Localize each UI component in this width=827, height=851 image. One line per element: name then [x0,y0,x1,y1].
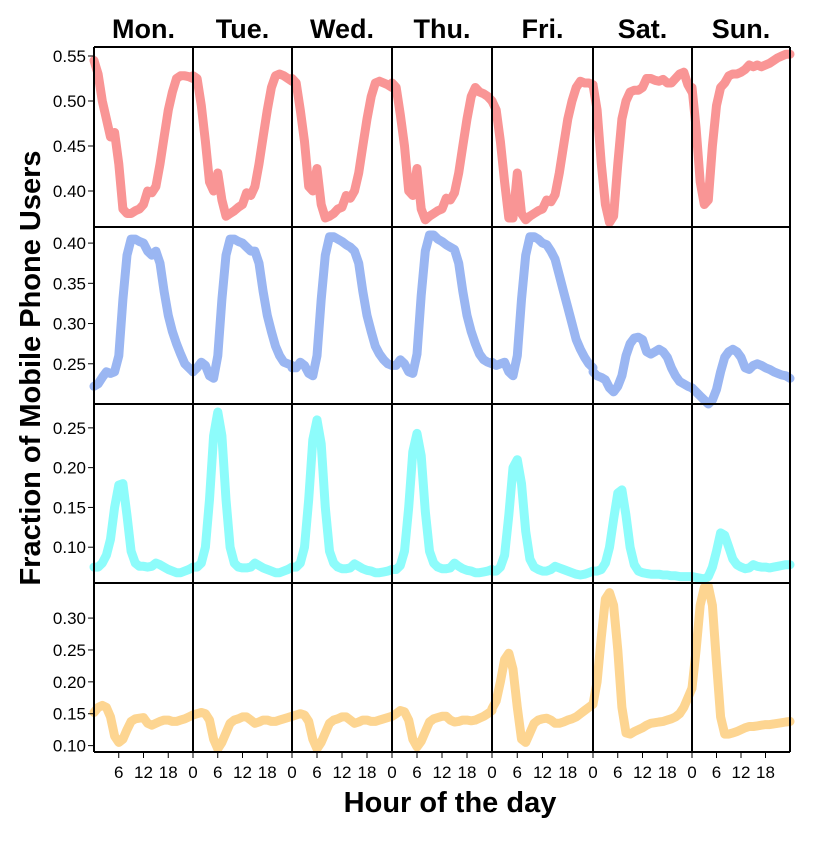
x-tick-label: 0 [287,763,296,782]
series-line-row4-tue [188,708,297,754]
series-curves-layer [89,49,795,754]
x-tick-label: 18 [159,763,178,782]
y-tick-label: 0.30 [53,609,86,628]
x-tick-label: 0 [188,763,197,782]
x-tick-label: 6 [213,763,222,782]
series-line-row2-tue [188,234,297,383]
series-line-row4-fri [487,648,598,747]
y-tick-label: 0.30 [53,315,86,334]
x-tick-label: 18 [258,763,277,782]
y-tick-label: 0.40 [53,234,86,253]
series-line-row1-fri [487,76,598,225]
series-line-row3-mon [89,479,198,578]
x-tick-label: 12 [333,763,352,782]
y-tick-label: 0.15 [53,705,86,724]
day-label-fri: Fri. [521,14,563,44]
series-line-row4-thu [387,706,497,752]
x-tick-label: 6 [412,763,421,782]
day-label-sun: Sun. [712,14,771,44]
y-tick-label: 0.15 [53,498,86,517]
series-line-row1-wed [287,74,397,223]
y-tick-label: 0.50 [53,92,86,111]
y-tick-label: 0.55 [53,47,86,66]
series-line-row2-sat [588,332,697,397]
x-tick-label: 12 [134,763,153,782]
y-tick-label: 0.25 [53,419,86,438]
series-line-row1-sat [588,67,697,227]
x-tick-label: 18 [458,763,477,782]
x-tick-label: 6 [114,763,123,782]
x-tick-label: 6 [613,763,622,782]
series-line-row4-wed [287,709,397,754]
day-label-tue: Tue. [216,14,270,44]
y-axis-title: Fraction of Mobile Phone Users [15,150,47,585]
x-tick-label: 18 [558,763,577,782]
series-line-row2-mon [89,234,198,391]
series-line-row3-fri [487,455,598,580]
series-line-row2-wed [287,232,397,381]
x-tick-label: 6 [513,763,522,782]
x-tick-label: 12 [433,763,452,782]
x-tick-label: 18 [658,763,677,782]
day-label-wed: Wed. [310,14,374,44]
y-tick-label: 0.20 [53,673,86,692]
series-line-row3-tue [188,407,297,578]
y-tick-label: 0.35 [53,274,86,293]
series-line-row3-wed [287,415,397,578]
x-tick-label: 18 [358,763,377,782]
y-tick-label: 0.10 [53,538,86,557]
series-line-row4-sat [588,588,697,739]
series-line-row4-mon [89,700,198,747]
panel-frames-layer [88,46,791,758]
labels-layer: 0.40 0.45 0.50 0.55 0.25 0.30 0.35 0.40 0.10 0.15… [53,14,775,782]
y-tick-label: 0.45 [53,137,86,156]
day-label-sat: Sat. [618,14,668,44]
series-line-row4-sun [687,581,795,739]
x-tick-label: 6 [312,763,321,782]
series-line-row2-thu [387,230,497,378]
series-line-row1-tue [188,69,297,221]
series-line-row1-mon [89,56,198,218]
x-tick-label: 12 [233,763,252,782]
x-tick-label: 18 [756,763,775,782]
x-tick-label: 0 [487,763,496,782]
day-label-mon: Mon. [112,14,175,44]
series-line-row2-fri [487,232,598,381]
series-line-row2-sun [687,344,795,409]
x-axis-title: Hour of the day [344,787,557,819]
y-tick-label: 0.40 [53,182,86,201]
y-tick-label: 0.20 [53,459,86,478]
series-line-row3-thu [387,428,497,578]
y-tick-label: 0.25 [53,641,86,660]
x-tick-label: 0 [387,763,396,782]
y-tick-label: 0.25 [53,355,86,374]
series-line-row1-thu [387,78,497,225]
series-line-row3-sat [588,485,697,582]
series-line-row1-sun [687,49,795,209]
day-label-thu: Thu. [414,14,471,44]
x-tick-label: 12 [633,763,652,782]
x-tick-label: 12 [533,763,552,782]
x-tick-label: 12 [732,763,751,782]
y-tick-label: 0.10 [53,737,86,756]
x-tick-label: 0 [687,763,696,782]
x-tick-label: 0 [588,763,597,782]
series-line-row3-sun [687,528,795,584]
x-tick-label: 6 [712,763,721,782]
